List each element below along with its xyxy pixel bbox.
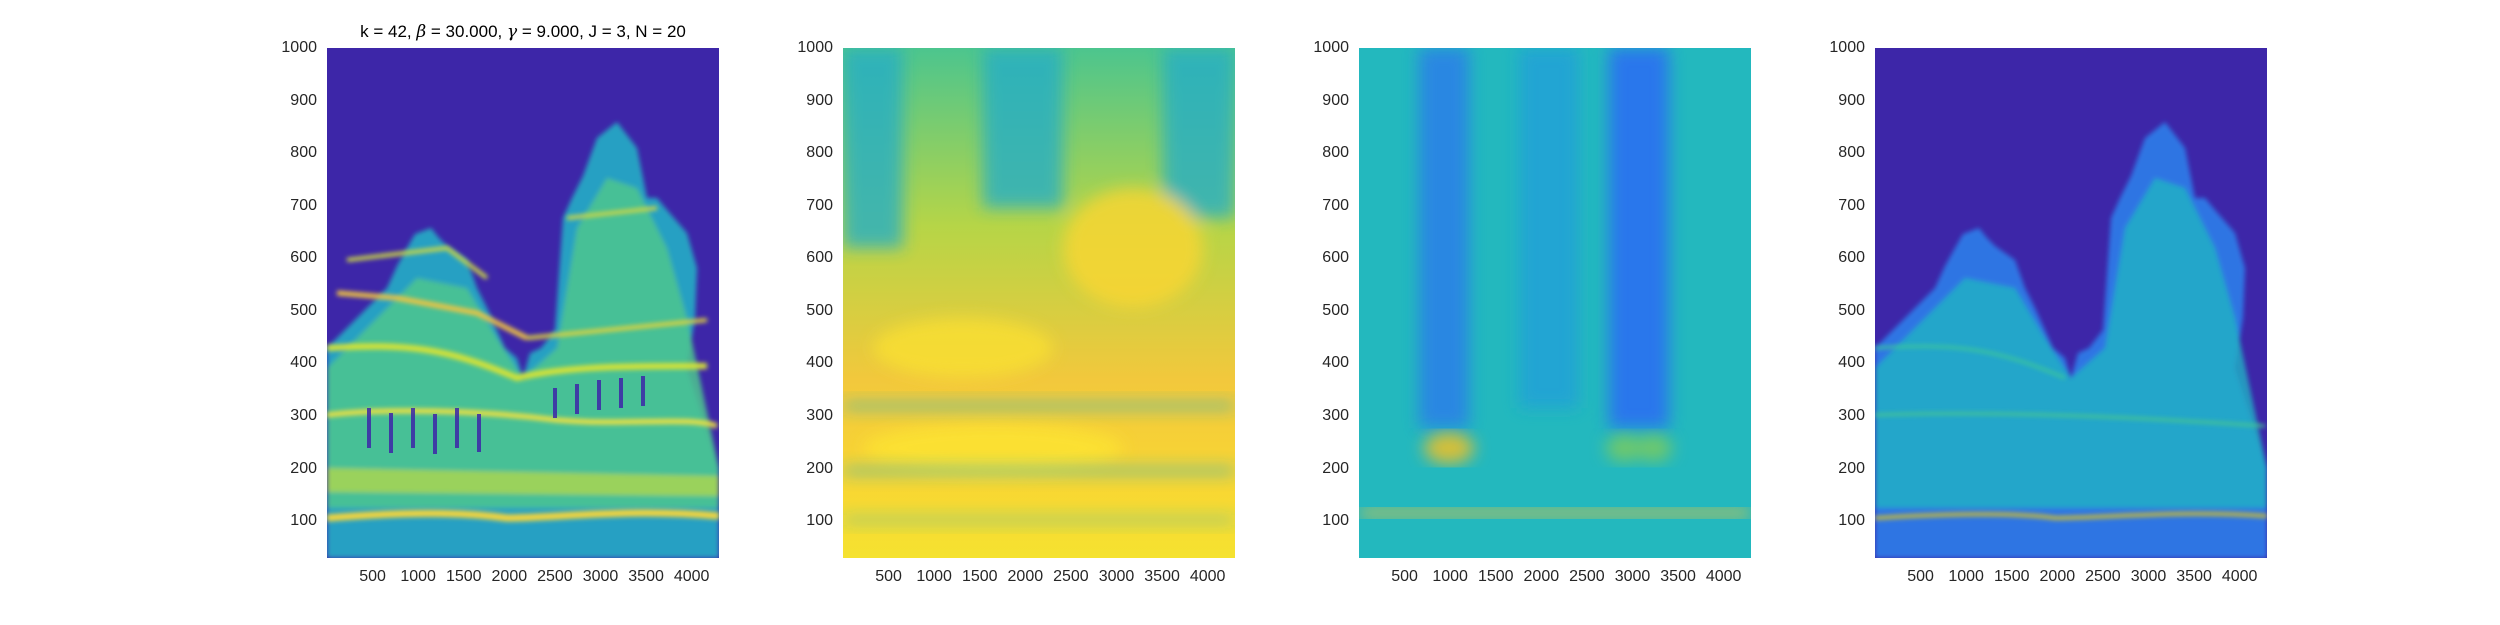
title-beta-symbol: β	[416, 22, 427, 42]
spectrogram-panel-4	[1875, 48, 2267, 558]
y-tick-label: 1000	[281, 39, 317, 56]
x-tick-label: 1500	[1477, 568, 1514, 585]
x-tick-label: 1000	[916, 568, 952, 585]
y-tick-label: 1000	[1313, 39, 1349, 56]
y-tick-label: 600	[290, 249, 317, 267]
x-tick-label: 2500	[537, 568, 573, 585]
x-tick-label: 1000	[400, 568, 436, 585]
y-tick-label: 300	[1838, 407, 1865, 425]
x-tick-label: 500	[1907, 568, 1934, 585]
x-tick-label: 2000	[491, 568, 528, 585]
y-tick-label: 800	[290, 144, 317, 162]
y-tick-label: 600	[1838, 249, 1865, 267]
x-tick-label: 1000	[1432, 568, 1468, 585]
y-tick-label: 600	[806, 249, 833, 267]
y-tick-label: 500	[1838, 301, 1865, 319]
y-tick-label: 600	[1322, 249, 1349, 267]
y-tick-label: 400	[1838, 354, 1865, 372]
y-tick-label: 300	[1322, 407, 1349, 425]
spectrogram-panel-3	[1359, 48, 1751, 558]
axes-4: 100 200 300 400 500 600 700 800 900 1000 500 1000 15…	[1829, 39, 2267, 585]
axes-1: 100 200 300 400 500 600 700 800 900 1000 500 1000 15…	[281, 39, 719, 585]
x-tick-label: 1500	[961, 568, 998, 585]
y-tick-label: 200	[1322, 459, 1349, 477]
title-beta-value: = 30.000,	[426, 22, 507, 41]
title-gamma-symbol: γ	[507, 22, 518, 42]
y-tick-label: 200	[290, 459, 317, 477]
title-prefix: k = 42,	[360, 22, 417, 41]
x-tick-label: 2500	[1053, 568, 1089, 585]
x-tick-label: 2000	[1007, 568, 1044, 585]
x-tick-label: 2000	[2039, 568, 2076, 585]
y-tick-label: 500	[806, 301, 833, 319]
heatmap-3	[1359, 48, 1751, 558]
x-tick-label: 4000	[1705, 568, 1742, 585]
heatmap-1	[327, 48, 719, 558]
x-tick-label: 2500	[2085, 568, 2121, 585]
x-tick-label: 3500	[2176, 568, 2212, 585]
y-tick-label: 900	[1838, 91, 1865, 109]
y-tick-label: 900	[290, 91, 317, 109]
y-tick-label: 100	[1322, 512, 1349, 530]
y-tick-label: 800	[806, 144, 833, 162]
heatmap-4	[1875, 48, 2267, 558]
y-tick-label: 900	[1322, 91, 1349, 109]
x-tick-label: 3500	[628, 568, 664, 585]
y-tick-label: 100	[806, 512, 833, 530]
y-tick-label: 100	[290, 512, 317, 530]
y-tick-label: 400	[1322, 354, 1349, 372]
x-tick-label: 3000	[582, 568, 619, 585]
axes-2: 100 200 300 400 500 600 700 800 900 1000 500 1000 15…	[797, 39, 1235, 585]
x-tick-label: 500	[875, 568, 902, 585]
y-tick-label: 300	[806, 407, 833, 425]
y-tick-label: 200	[1838, 459, 1865, 477]
y-tick-label: 300	[290, 407, 317, 425]
y-tick-label: 700	[1838, 196, 1865, 214]
x-tick-label: 500	[359, 568, 386, 585]
x-tick-label: 4000	[2221, 568, 2258, 585]
y-tick-label: 100	[1838, 512, 1865, 530]
x-tick-label: 1000	[1948, 568, 1984, 585]
x-tick-label: 3500	[1660, 568, 1696, 585]
y-tick-label: 400	[290, 354, 317, 372]
title-rest: = 9.000, J = 3, N = 20	[517, 22, 686, 41]
x-tick-label: 1500	[1993, 568, 2030, 585]
x-tick-label: 500	[1391, 568, 1418, 585]
spectrogram-panel-1	[327, 48, 719, 558]
x-tick-label: 3000	[1614, 568, 1651, 585]
x-tick-label: 4000	[673, 568, 710, 585]
x-tick-label: 1500	[445, 568, 482, 585]
y-tick-label: 700	[806, 196, 833, 214]
heatmap-2	[843, 48, 1235, 558]
spectrogram-panel-2	[843, 48, 1235, 558]
x-tick-label: 2000	[1523, 568, 1560, 585]
y-tick-label: 800	[1322, 144, 1349, 162]
y-tick-label: 1000	[797, 39, 833, 56]
x-tick-label: 2500	[1569, 568, 1605, 585]
y-tick-label: 500	[1322, 301, 1349, 319]
chart-title: k = 42, β = 30.000, γ = 9.000, J = 3, N …	[327, 22, 719, 42]
x-tick-label: 3000	[1098, 568, 1135, 585]
y-tick-label: 200	[806, 459, 833, 477]
y-tick-label: 700	[290, 196, 317, 214]
y-tick-label: 1000	[1829, 39, 1865, 56]
axes-3: 100 200 300 400 500 600 700 800 900 1000 500 1000 15…	[1313, 39, 1751, 585]
x-tick-label: 4000	[1189, 568, 1226, 585]
y-tick-label: 700	[1322, 196, 1349, 214]
x-tick-label: 3000	[2130, 568, 2167, 585]
x-tick-label: 3500	[1144, 568, 1180, 585]
y-tick-label: 900	[806, 91, 833, 109]
y-tick-label: 500	[290, 301, 317, 319]
y-tick-label: 400	[806, 354, 833, 372]
y-tick-label: 800	[1838, 144, 1865, 162]
